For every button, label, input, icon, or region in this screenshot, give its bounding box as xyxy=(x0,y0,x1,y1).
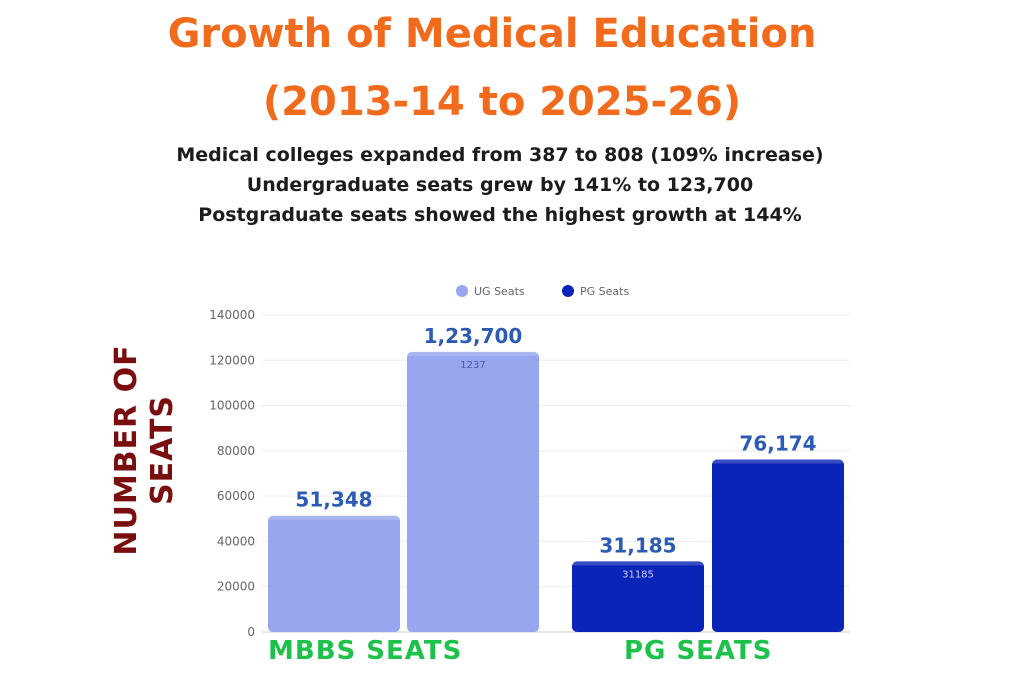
legend-marker xyxy=(562,285,574,297)
subtitle-pg-seats: Postgraduate seats showed the highest gr… xyxy=(198,204,802,226)
category-label-mbbs: MBBS SEATS xyxy=(268,636,463,666)
inner-bar-label: 1237 xyxy=(460,360,485,371)
y-tick-label: 120000 xyxy=(209,353,255,367)
data-label: 31,185 xyxy=(599,533,676,557)
subtitle-block: Medical colleges expanded from 387 to 80… xyxy=(0,140,1000,230)
bar xyxy=(572,561,704,632)
category-label-pg: PG SEATS xyxy=(624,636,773,666)
legend-label: PG Seats xyxy=(580,285,629,298)
subtitle-ug-seats: Undergraduate seats grew by 141% to 123,… xyxy=(246,174,754,196)
data-label: 51,348 xyxy=(295,488,372,512)
bar-highlight xyxy=(572,561,704,566)
inner-bar-label: 31185 xyxy=(622,569,654,580)
y-tick-label: 0 xyxy=(247,625,255,639)
y-tick-label: 140000 xyxy=(209,308,255,322)
bar xyxy=(407,351,539,632)
y-tick-label: 40000 xyxy=(217,534,255,548)
bar-highlight xyxy=(407,351,539,356)
legend-label: UG Seats xyxy=(474,285,525,298)
bar xyxy=(268,515,400,632)
bar xyxy=(712,459,844,632)
title-line-2: (2013-14 to 2025-26) xyxy=(262,79,742,125)
y-tick-label: 100000 xyxy=(209,399,255,413)
bar-highlight xyxy=(268,515,400,520)
legend-marker xyxy=(456,285,468,297)
bar-highlight xyxy=(712,459,844,464)
data-label: 76,174 xyxy=(739,432,816,456)
y-tick-label: 60000 xyxy=(217,489,255,503)
subtitle-colleges: Medical colleges expanded from 387 to 80… xyxy=(176,144,824,166)
y-tick-label: 20000 xyxy=(217,580,255,594)
y-tick-label: 80000 xyxy=(217,444,255,458)
title-line-1: Growth of Medical Education xyxy=(167,11,817,57)
data-label: 1,23,700 xyxy=(424,324,523,348)
